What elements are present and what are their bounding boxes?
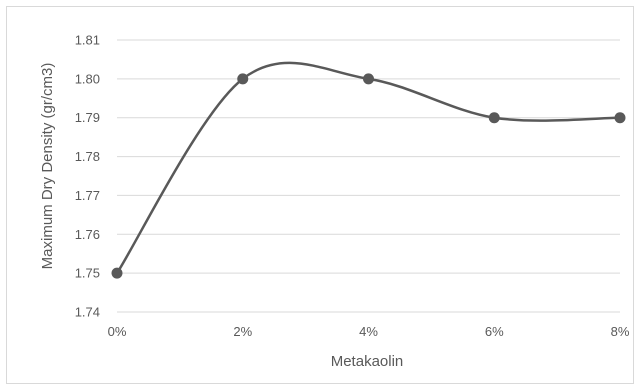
x-tick-label: 0% (108, 324, 127, 339)
data-point (614, 112, 626, 124)
gridlines (117, 39, 620, 313)
y-tick-label: 1.74 (75, 305, 100, 320)
x-tick-label: 2% (233, 324, 252, 339)
y-tick-label: 1.80 (75, 71, 100, 86)
y-tick-label: 1.81 (75, 33, 100, 48)
y-tick-label: 1.76 (75, 227, 100, 242)
data-point (237, 73, 249, 85)
x-tick-label: 8% (611, 324, 630, 339)
series-line (115, 61, 621, 274)
x-axis-title: Metakaolin (331, 353, 404, 370)
data-point (111, 267, 123, 279)
y-tick-label: 1.77 (75, 188, 100, 203)
y-tick-label: 1.79 (75, 110, 100, 125)
y-axis-title: Maximum Dry Density (gr/cm3) (39, 63, 56, 270)
x-tick-label: 4% (359, 324, 378, 339)
data-points (111, 73, 626, 279)
data-point (488, 112, 500, 124)
y-axis-tick-labels: 1.74 1.75 1.76 1.77 1.78 1.79 1.80 1.81 (75, 33, 100, 320)
y-tick-label: 1.75 (75, 266, 100, 281)
data-point (363, 73, 374, 85)
x-axis-tick-labels: 0% 2% 4% 6% 8% (108, 324, 630, 339)
y-tick-label: 1.78 (75, 149, 100, 164)
x-tick-label: 6% (485, 324, 504, 339)
